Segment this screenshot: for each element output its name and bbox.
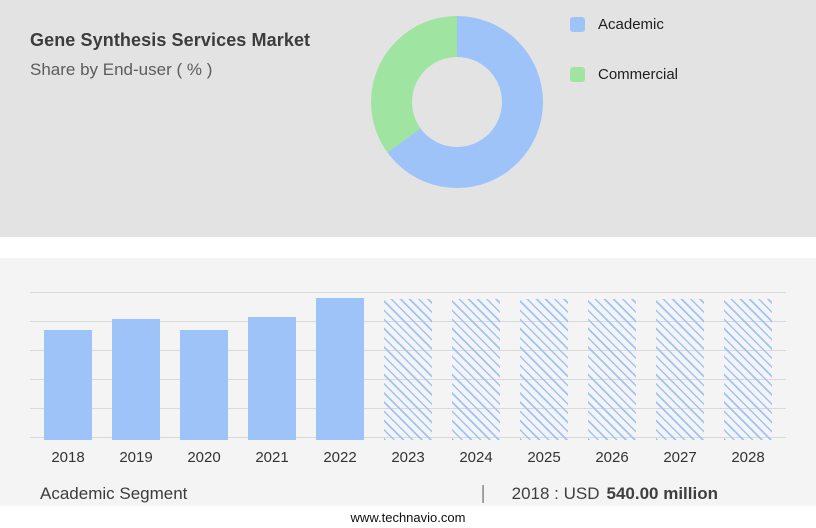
caption-separator: | [480, 483, 486, 504]
legend-item-academic: Academic [570, 16, 678, 33]
donut-panel: Gene Synthesis Services Market Share by … [0, 0, 816, 237]
bar-year-label: 2027 [663, 449, 697, 466]
forecast-bar [724, 299, 772, 440]
bar-year-label: 2024 [459, 449, 493, 466]
bar-year-label: 2028 [731, 449, 765, 466]
bar-column [170, 292, 238, 440]
forecast-bar [452, 299, 500, 440]
bar-column [510, 292, 578, 440]
bar-year-label: 2026 [595, 449, 629, 466]
bar-column [714, 292, 782, 440]
commercial-swatch [570, 67, 585, 82]
bar-column [646, 292, 714, 440]
bar-column [578, 292, 646, 440]
bar-year-label: 2019 [119, 449, 153, 466]
bar-year-label: 2021 [255, 449, 289, 466]
bar-column [442, 292, 510, 440]
legend: Academic Commercial [570, 16, 678, 116]
academic-swatch [570, 17, 585, 32]
page-subtitle: Share by End-user ( % ) [30, 60, 213, 79]
legend-label-commercial: Commercial [598, 66, 679, 83]
bar-column [238, 292, 306, 440]
page-title: Gene Synthesis Services Market [30, 30, 311, 50]
bar-year-label: 2018 [51, 449, 85, 466]
section-divider [0, 237, 816, 258]
bar-column [306, 292, 374, 440]
header: Gene Synthesis Services Market Share by … [30, 30, 310, 80]
bar-column [102, 292, 170, 440]
history-bar [180, 330, 228, 440]
site-footer: www.technavio.com [0, 506, 816, 528]
caption-row: Academic Segment | 2018 : USD 540.00 mil… [30, 483, 786, 505]
legend-label-academic: Academic [598, 16, 664, 33]
bar-year-label: 2025 [527, 449, 561, 466]
bar-column [374, 292, 442, 440]
donut-chart [371, 16, 543, 188]
forecast-bar [384, 299, 432, 440]
value-prefix: 2018 : USD [511, 484, 600, 503]
forecast-bar [520, 299, 568, 440]
legend-item-commercial: Commercial [570, 66, 678, 83]
caption-value-group: | 2018 : USD 540.00 million [481, 483, 786, 505]
history-bar [316, 297, 364, 440]
bar-year-label: 2022 [323, 449, 357, 466]
history-bar [112, 318, 160, 440]
segment-label: Academic Segment [40, 484, 188, 503]
bar-column [34, 292, 102, 440]
website-url: www.technavio.com [350, 509, 466, 525]
value-bold: 540.00 million [606, 484, 719, 503]
bar-year-label: 2020 [187, 449, 221, 466]
history-bar [248, 317, 296, 440]
forecast-bar [588, 299, 636, 440]
labels-row: 2018 2019 2020 2021 2022 2023 2024 2025 2026 2027… [30, 449, 786, 466]
forecast-bar [656, 299, 704, 440]
history-bar [44, 330, 92, 440]
bar-chart [30, 292, 786, 440]
bar-chart-panel: 2018 2019 2020 2021 2022 2023 2024 2025 2026 2027… [0, 258, 816, 506]
bars-row [30, 292, 786, 440]
bar-year-label: 2023 [391, 449, 425, 466]
